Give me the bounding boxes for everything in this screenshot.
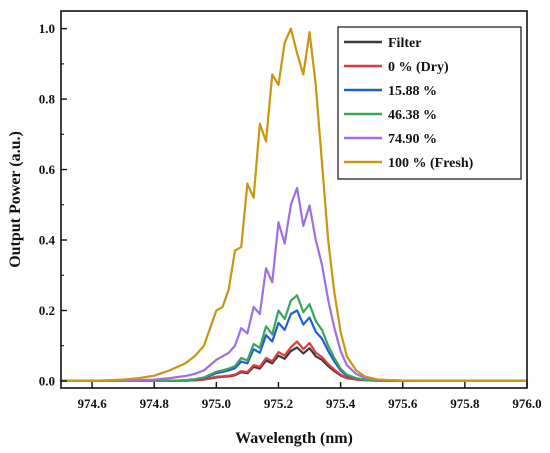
legend-label: 0 % (Dry) [388,60,449,75]
x-tick-label: 974.6 [77,396,107,411]
legend-label: 100 % (Fresh) [388,156,474,171]
series-layer [59,27,529,383]
series-line-4 [59,186,529,383]
y-tick-label: 0.4 [39,233,56,248]
y-tick-label: 0.6 [39,162,56,177]
y-tick-label: 1.0 [39,21,55,36]
x-tick-label: 975.2 [264,396,293,411]
legend-label: 46.38 % [388,108,437,123]
legend-box [337,26,522,180]
series-line-3 [59,294,529,383]
x-axis-title: Wavelength (nm) [235,430,353,447]
plot-frame [60,10,528,389]
x-tick-label: 975.0 [202,396,231,411]
series-line-5 [59,27,529,383]
x-tick-label: 975.8 [450,396,480,411]
y-tick-label: 0.2 [39,303,55,318]
x-tick-label: 976.0 [512,396,541,411]
legend-label: 15.88 % [388,84,437,99]
axes-layer: 974.6 974.8 975.0 975.2 975.4 975.6 975.8 976.0… [39,10,542,411]
legend-label: 74.90 % [388,132,437,147]
y-tick-label: 0.8 [39,92,56,107]
y-tick-label: 0.0 [39,373,55,388]
x-tick-label: 974.8 [140,396,170,411]
x-tick-label: 975.6 [388,396,418,411]
x-tick-label: 975.4 [326,396,356,411]
y-axis-title: Output Power (a.u.) [7,131,24,268]
legend-label: Filter [388,36,421,51]
legend: Filter 0 % (Dry) 15.88 % 46.38 % 74.90 % 100 … [337,26,522,180]
